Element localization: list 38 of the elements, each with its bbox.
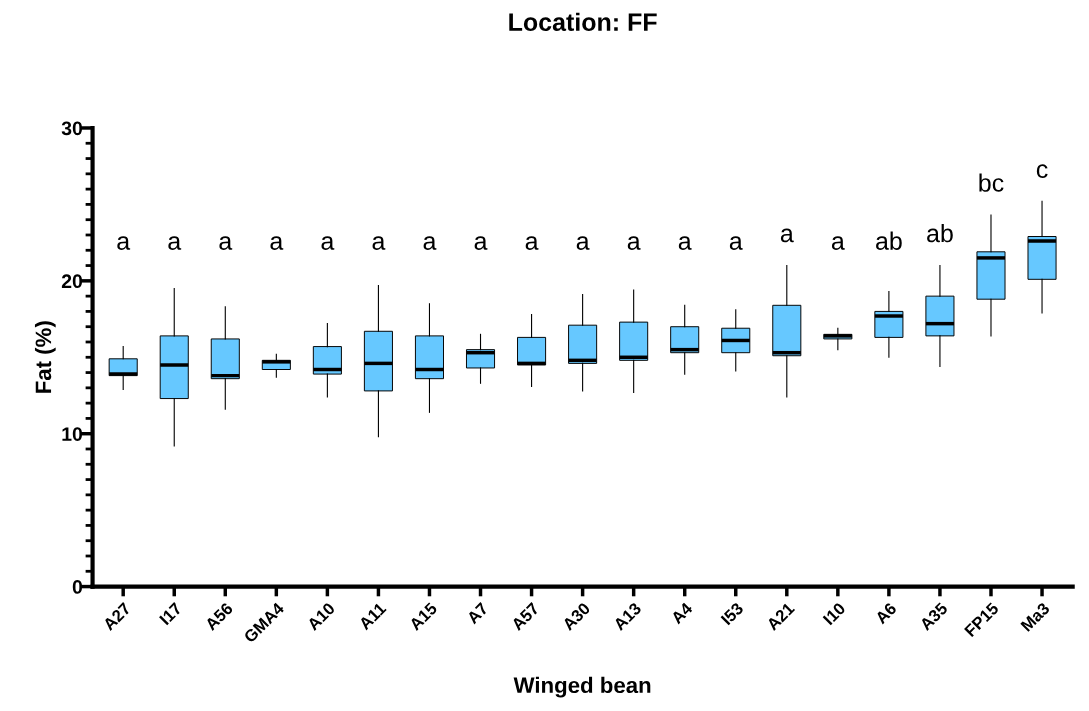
annotation: a	[423, 236, 437, 250]
x-tick-label: A56	[204, 601, 234, 632]
chart-title: Location: FF	[509, 12, 657, 31]
y-tick-label: 30	[61, 121, 83, 136]
annotation: a	[678, 236, 692, 250]
y-tick-label: 0	[72, 580, 83, 594]
annotation: a	[372, 236, 386, 250]
x-axis-title: Winged bean	[513, 676, 651, 698]
annotation: a	[780, 228, 794, 243]
annotation: a	[525, 236, 539, 250]
y-axis-title: Fat (%)	[34, 321, 56, 393]
x-tick-label: A6	[874, 601, 898, 625]
annotation: a	[576, 236, 590, 250]
x-tick-label: A10	[306, 601, 336, 632]
annotation: a	[831, 236, 845, 250]
x-tick-label: A30	[561, 601, 591, 632]
x-tick-label: A7	[466, 602, 489, 625]
annotation: bc	[979, 173, 1004, 192]
x-tick-label: I17	[159, 602, 183, 626]
x-tick-label: I53	[720, 601, 744, 626]
x-tick-label: I10	[822, 601, 847, 626]
x-tick-label: A13	[612, 601, 642, 632]
annotation: a	[474, 236, 488, 250]
x-tick-label: A11	[358, 601, 387, 631]
annotation: a	[117, 236, 131, 250]
annotation: a	[321, 236, 335, 250]
annotation: ab	[927, 223, 953, 243]
y-tick-label: 10	[62, 427, 83, 441]
x-tick-label: A4	[670, 601, 694, 625]
annotation: a	[168, 236, 182, 250]
y-tick-label: 20	[61, 274, 83, 289]
annotation: ab	[876, 231, 902, 250]
annotation: a	[219, 236, 233, 250]
annotation: a	[270, 236, 284, 250]
x-tick-label: A21	[765, 601, 796, 632]
annotation: a	[729, 236, 743, 250]
annotation: c	[1036, 164, 1048, 179]
annotation: a	[627, 236, 641, 250]
